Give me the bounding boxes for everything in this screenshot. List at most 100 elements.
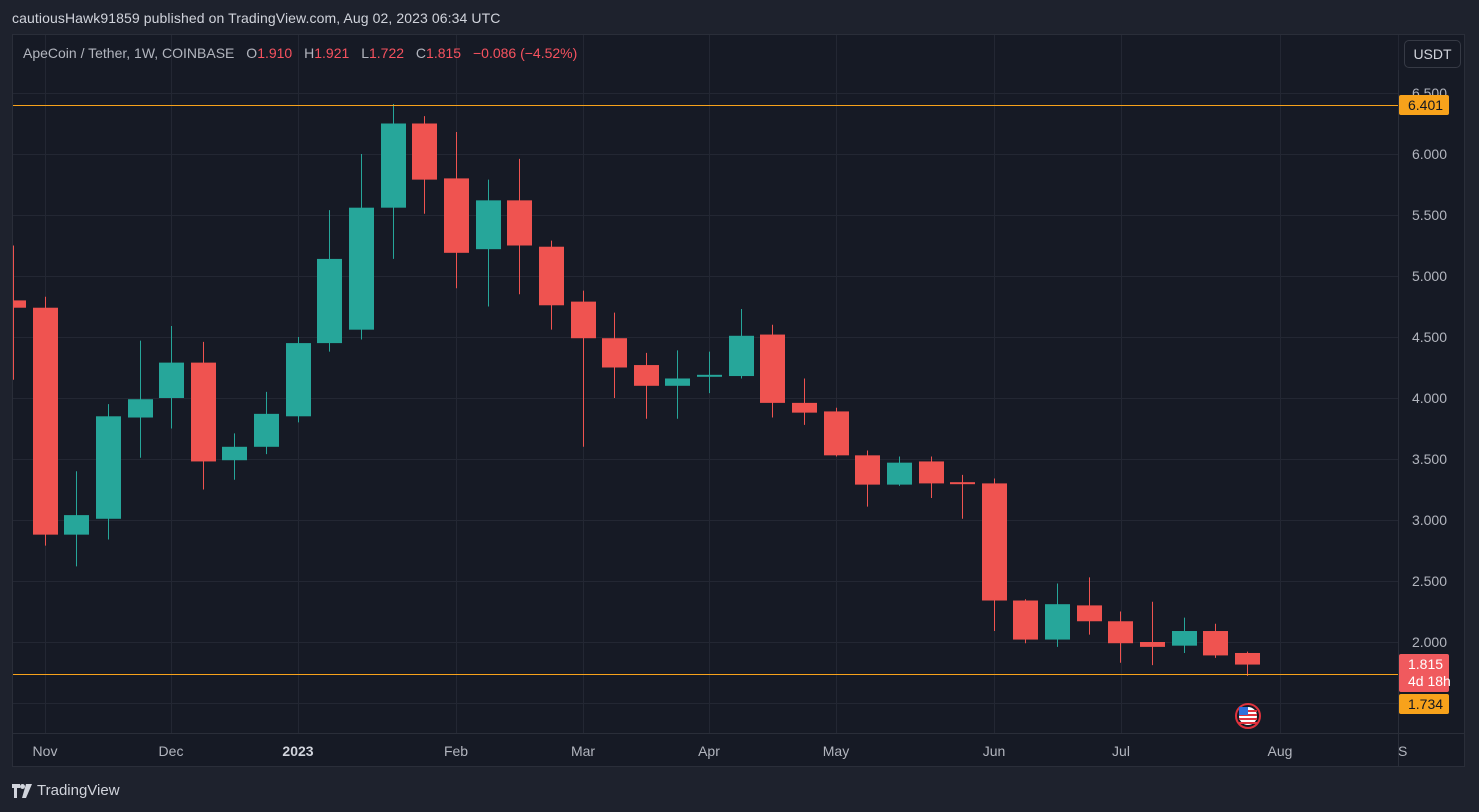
- time-tick-label: May: [823, 743, 849, 759]
- candle[interactable]: [349, 154, 374, 340]
- candle[interactable]: [1203, 623, 1228, 658]
- price-tick-label: 2.000: [1412, 634, 1447, 650]
- us-flag-icon[interactable]: [1235, 703, 1261, 729]
- candle[interactable]: [444, 132, 469, 289]
- candle[interactable]: [159, 326, 184, 429]
- publisher-line: cautiousHawk91859 published on TradingVi…: [12, 10, 501, 26]
- candle-body: [760, 334, 785, 403]
- candle[interactable]: [1172, 617, 1197, 653]
- candle-body: [254, 413, 279, 447]
- time-tick-label: Feb: [444, 743, 468, 759]
- candle[interactable]: [1140, 601, 1165, 666]
- support-price-badge-text: 1.734: [1408, 696, 1443, 712]
- time-tick-label: Jul: [1112, 743, 1130, 759]
- high-value: 1.921: [314, 45, 350, 61]
- candle[interactable]: [507, 158, 532, 295]
- change-value: −0.086 (−4.52%): [472, 45, 578, 61]
- candle[interactable]: [191, 341, 216, 490]
- candle-body: [887, 462, 912, 485]
- candle-body: [64, 515, 89, 535]
- candle[interactable]: [13, 245, 26, 380]
- candle[interactable]: [476, 179, 501, 307]
- flag-stripe: [1239, 718, 1257, 720]
- candle[interactable]: [824, 407, 849, 457]
- candle[interactable]: [64, 471, 89, 567]
- candle-body: [507, 200, 532, 246]
- candle[interactable]: [254, 391, 279, 455]
- time-tick-label: Nov: [33, 743, 58, 759]
- candle[interactable]: [1045, 583, 1070, 647]
- candle[interactable]: [317, 210, 342, 352]
- time-axis[interactable]: Nov Dec 2023 Feb Mar Apr May Jun Jul Aug S: [33, 743, 1408, 759]
- candle[interactable]: [887, 456, 912, 486]
- candle[interactable]: [982, 478, 1007, 632]
- candle-body: [919, 461, 944, 484]
- last-price-badge-text: 1.815: [1408, 656, 1443, 672]
- candle[interactable]: [665, 350, 690, 419]
- candle-body: [729, 335, 754, 377]
- candle[interactable]: [539, 240, 564, 330]
- candle-body: [1235, 652, 1260, 665]
- candle-body: [412, 123, 437, 180]
- candle[interactable]: [634, 352, 659, 419]
- candle-body: [191, 362, 216, 462]
- candle[interactable]: [381, 103, 406, 259]
- candle[interactable]: [571, 290, 596, 447]
- candle[interactable]: [1077, 577, 1102, 635]
- price-tick-label: 3.500: [1412, 451, 1447, 467]
- candle[interactable]: [855, 450, 880, 507]
- candle[interactable]: [128, 340, 153, 458]
- candle-body: [824, 411, 849, 456]
- price-tick-label: 4.000: [1412, 390, 1447, 406]
- price-axis[interactable]: 6.5006.0005.5005.0004.5004.0003.5003.000…: [1412, 85, 1447, 650]
- candle[interactable]: [1108, 611, 1133, 663]
- resistance-price-badge: 6.401: [1399, 95, 1449, 115]
- close-label: C: [415, 45, 427, 61]
- candle-body: [286, 343, 311, 417]
- tradingview-logo-text: TradingView: [37, 782, 120, 799]
- candle[interactable]: [729, 308, 754, 379]
- price-tick-label: 3.000: [1412, 512, 1447, 528]
- candle-body: [1013, 600, 1038, 640]
- time-tick-label: Apr: [698, 743, 720, 759]
- candle-body: [539, 246, 564, 306]
- candle-body: [855, 455, 880, 485]
- time-tick-label: Jun: [983, 743, 1006, 759]
- candle[interactable]: [792, 378, 817, 425]
- candle[interactable]: [412, 116, 437, 214]
- candle-body: [950, 482, 975, 485]
- candle[interactable]: [286, 337, 311, 423]
- low-label: L: [361, 45, 369, 61]
- candle-body: [349, 207, 374, 330]
- flag-stripe: [1239, 722, 1257, 724]
- currency-button[interactable]: USDT: [1404, 40, 1461, 68]
- candle-body: [602, 338, 627, 368]
- price-tick-label: 6.000: [1412, 146, 1447, 162]
- candle-body: [222, 446, 247, 461]
- tradingview-logo[interactable]: TradingView: [12, 782, 120, 799]
- price-tick-label: 2.500: [1412, 573, 1447, 589]
- support-price-badge: 1.734: [1399, 694, 1449, 714]
- candle[interactable]: [697, 351, 722, 394]
- candles: [13, 103, 1260, 676]
- candle[interactable]: [96, 404, 121, 540]
- candle[interactable]: [1235, 651, 1260, 676]
- candle-body: [444, 178, 469, 253]
- candle-body: [982, 483, 1007, 601]
- symbol-title[interactable]: ApeCoin / Tether, 1W, COINBASE: [23, 45, 235, 61]
- candle-body: [665, 378, 690, 386]
- candle[interactable]: [919, 456, 944, 499]
- candle[interactable]: [602, 312, 627, 398]
- candle-body: [634, 365, 659, 386]
- candle-body: [317, 258, 342, 344]
- symbol-legend: ApeCoin / Tether, 1W, COINBASE O1.910 H1…: [23, 45, 577, 61]
- tradingview-logo-icon: [12, 783, 32, 798]
- candle[interactable]: [222, 433, 247, 480]
- candle[interactable]: [950, 474, 975, 519]
- candle-body: [1045, 604, 1070, 640]
- candle[interactable]: [1013, 599, 1038, 644]
- candle[interactable]: [33, 296, 58, 546]
- high-label: H: [304, 45, 315, 61]
- candle[interactable]: [760, 324, 785, 418]
